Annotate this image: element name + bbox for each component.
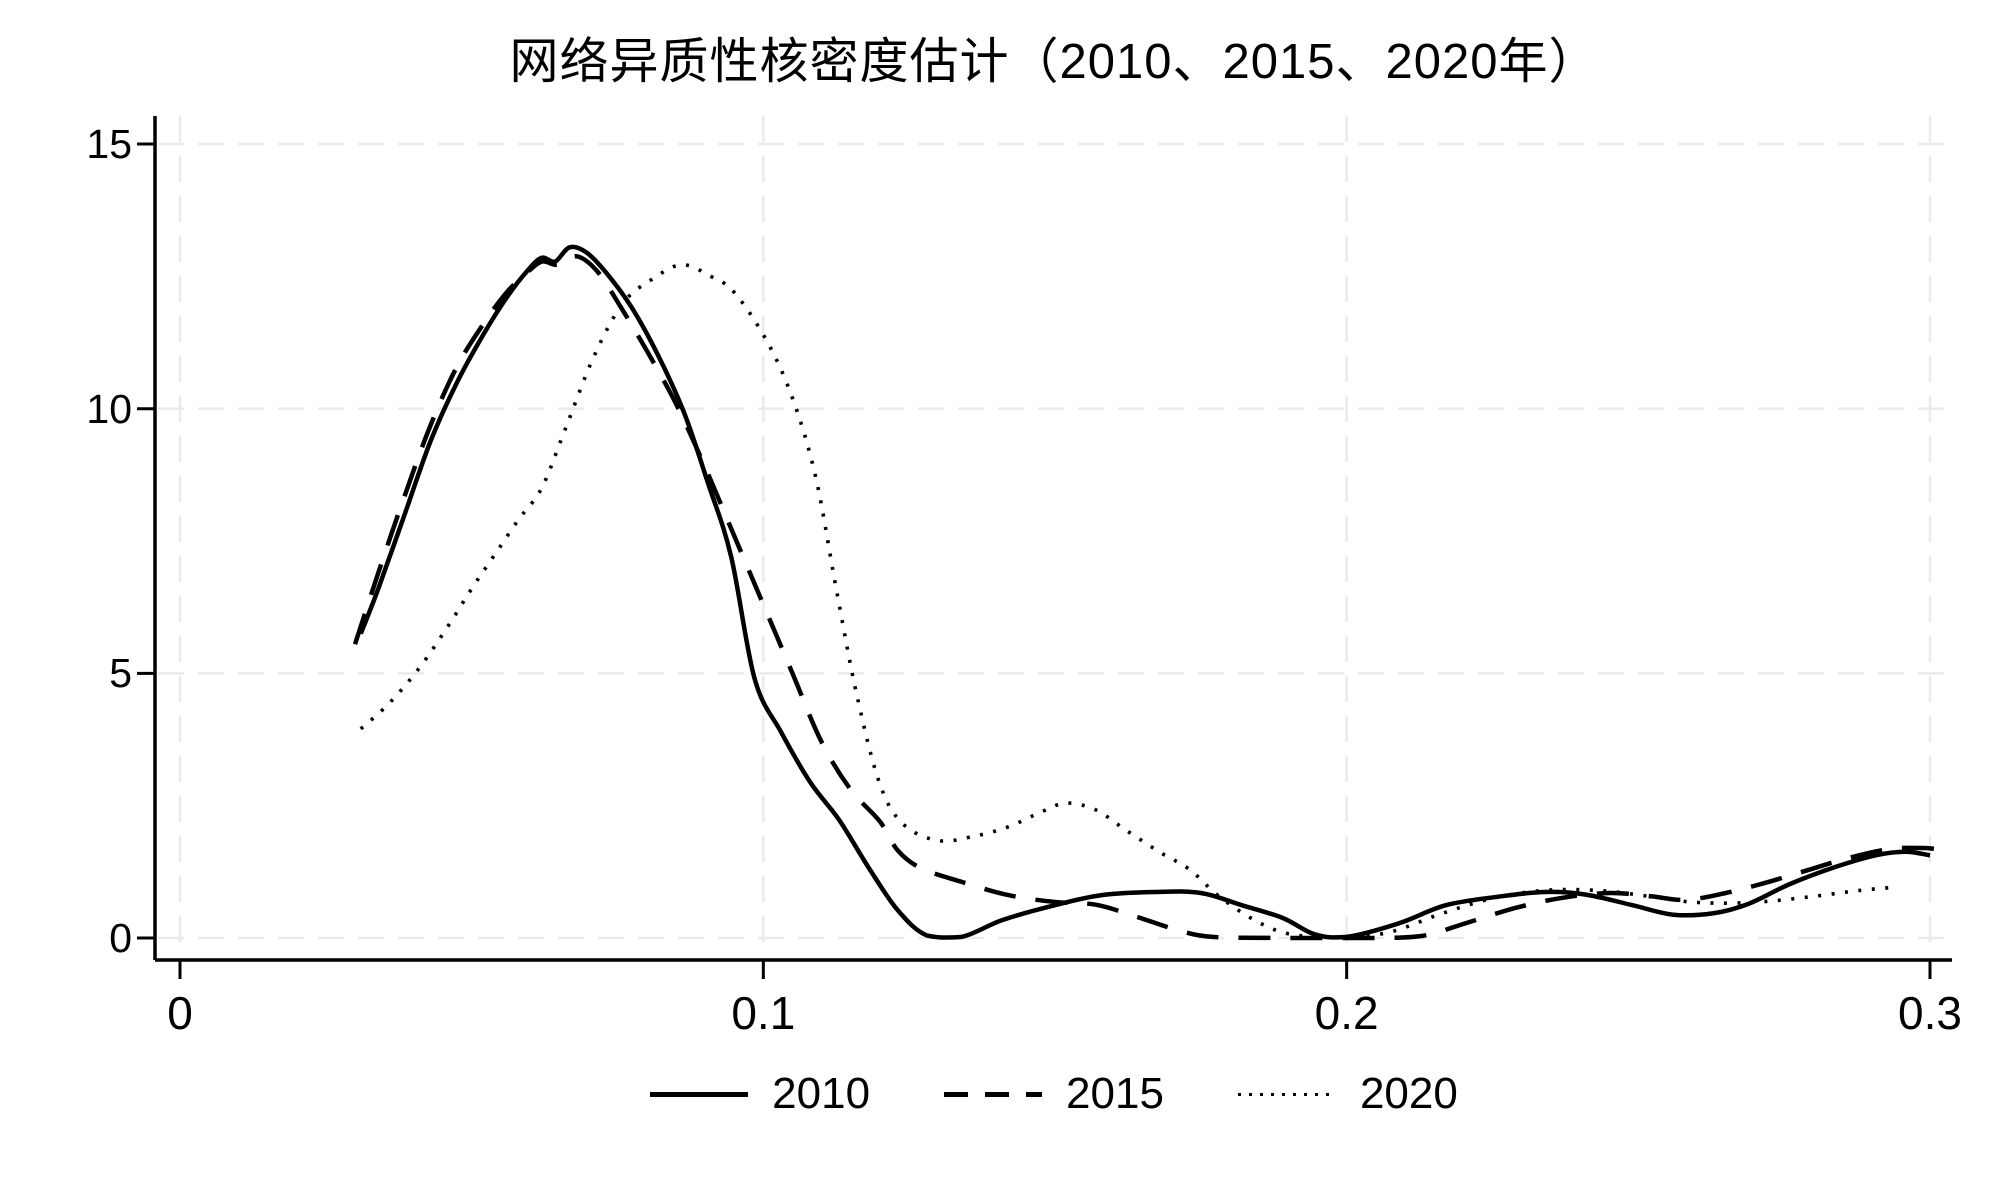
y-tick-label: 5 <box>109 650 132 697</box>
legend-label-2020: 2020 <box>1359 1069 1458 1118</box>
chart-title: 网络异质性核密度估计（2010、2015、2020年） <box>509 35 1599 89</box>
y-tick-label: 15 <box>86 121 132 168</box>
density-curve-2010 <box>358 244 1931 940</box>
density-curve-2020 <box>359 262 1890 939</box>
legend-dashed-line-icon <box>944 1091 1043 1097</box>
y-tick-label: 10 <box>86 385 132 432</box>
y-tick-label: 0 <box>109 915 132 961</box>
legend-dotted-line-icon <box>1237 1092 1336 1096</box>
density-curve-2015 <box>352 254 1948 941</box>
x-tick-label: 0.1 <box>731 987 796 1039</box>
legend-item-2020: 2020 <box>1237 1069 1458 1118</box>
x-tick-label: 0.3 <box>1898 987 1962 1039</box>
x-tick-label: 0 <box>167 987 193 1039</box>
legend-item-2010: 2010 <box>650 1072 870 1116</box>
legend-solid-line-icon <box>650 1091 749 1097</box>
legend-label-2015: 2015 <box>1066 1069 1164 1118</box>
legend-label-2010: 2010 <box>772 1069 871 1118</box>
legend-item-2015: 2015 <box>944 1072 1164 1116</box>
x-tick-label: 0.2 <box>1314 987 1379 1039</box>
chart-legend: 2010 2015 2020 <box>106 1072 2000 1116</box>
